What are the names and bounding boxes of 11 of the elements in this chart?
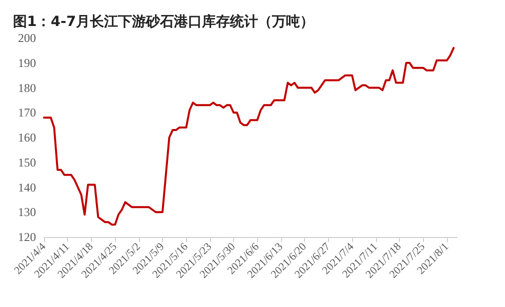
line-series [43, 46, 455, 226]
y-tick-label: 200 [18, 31, 36, 45]
y-tick-label: 130 [18, 205, 36, 220]
y-tick-label: 160 [18, 130, 36, 144]
y-tick-label: 140 [18, 180, 36, 194]
chart-title: 图1：4-7月长江下游砂石港口库存统计（万吨） [13, 13, 314, 30]
y-tick-label: 150 [18, 155, 36, 170]
y-tick-label: 170 [18, 106, 36, 120]
y-tick-label: 120 [18, 230, 36, 244]
y-tick-label: 190 [18, 56, 36, 70]
y-tick-label: 180 [18, 80, 36, 95]
